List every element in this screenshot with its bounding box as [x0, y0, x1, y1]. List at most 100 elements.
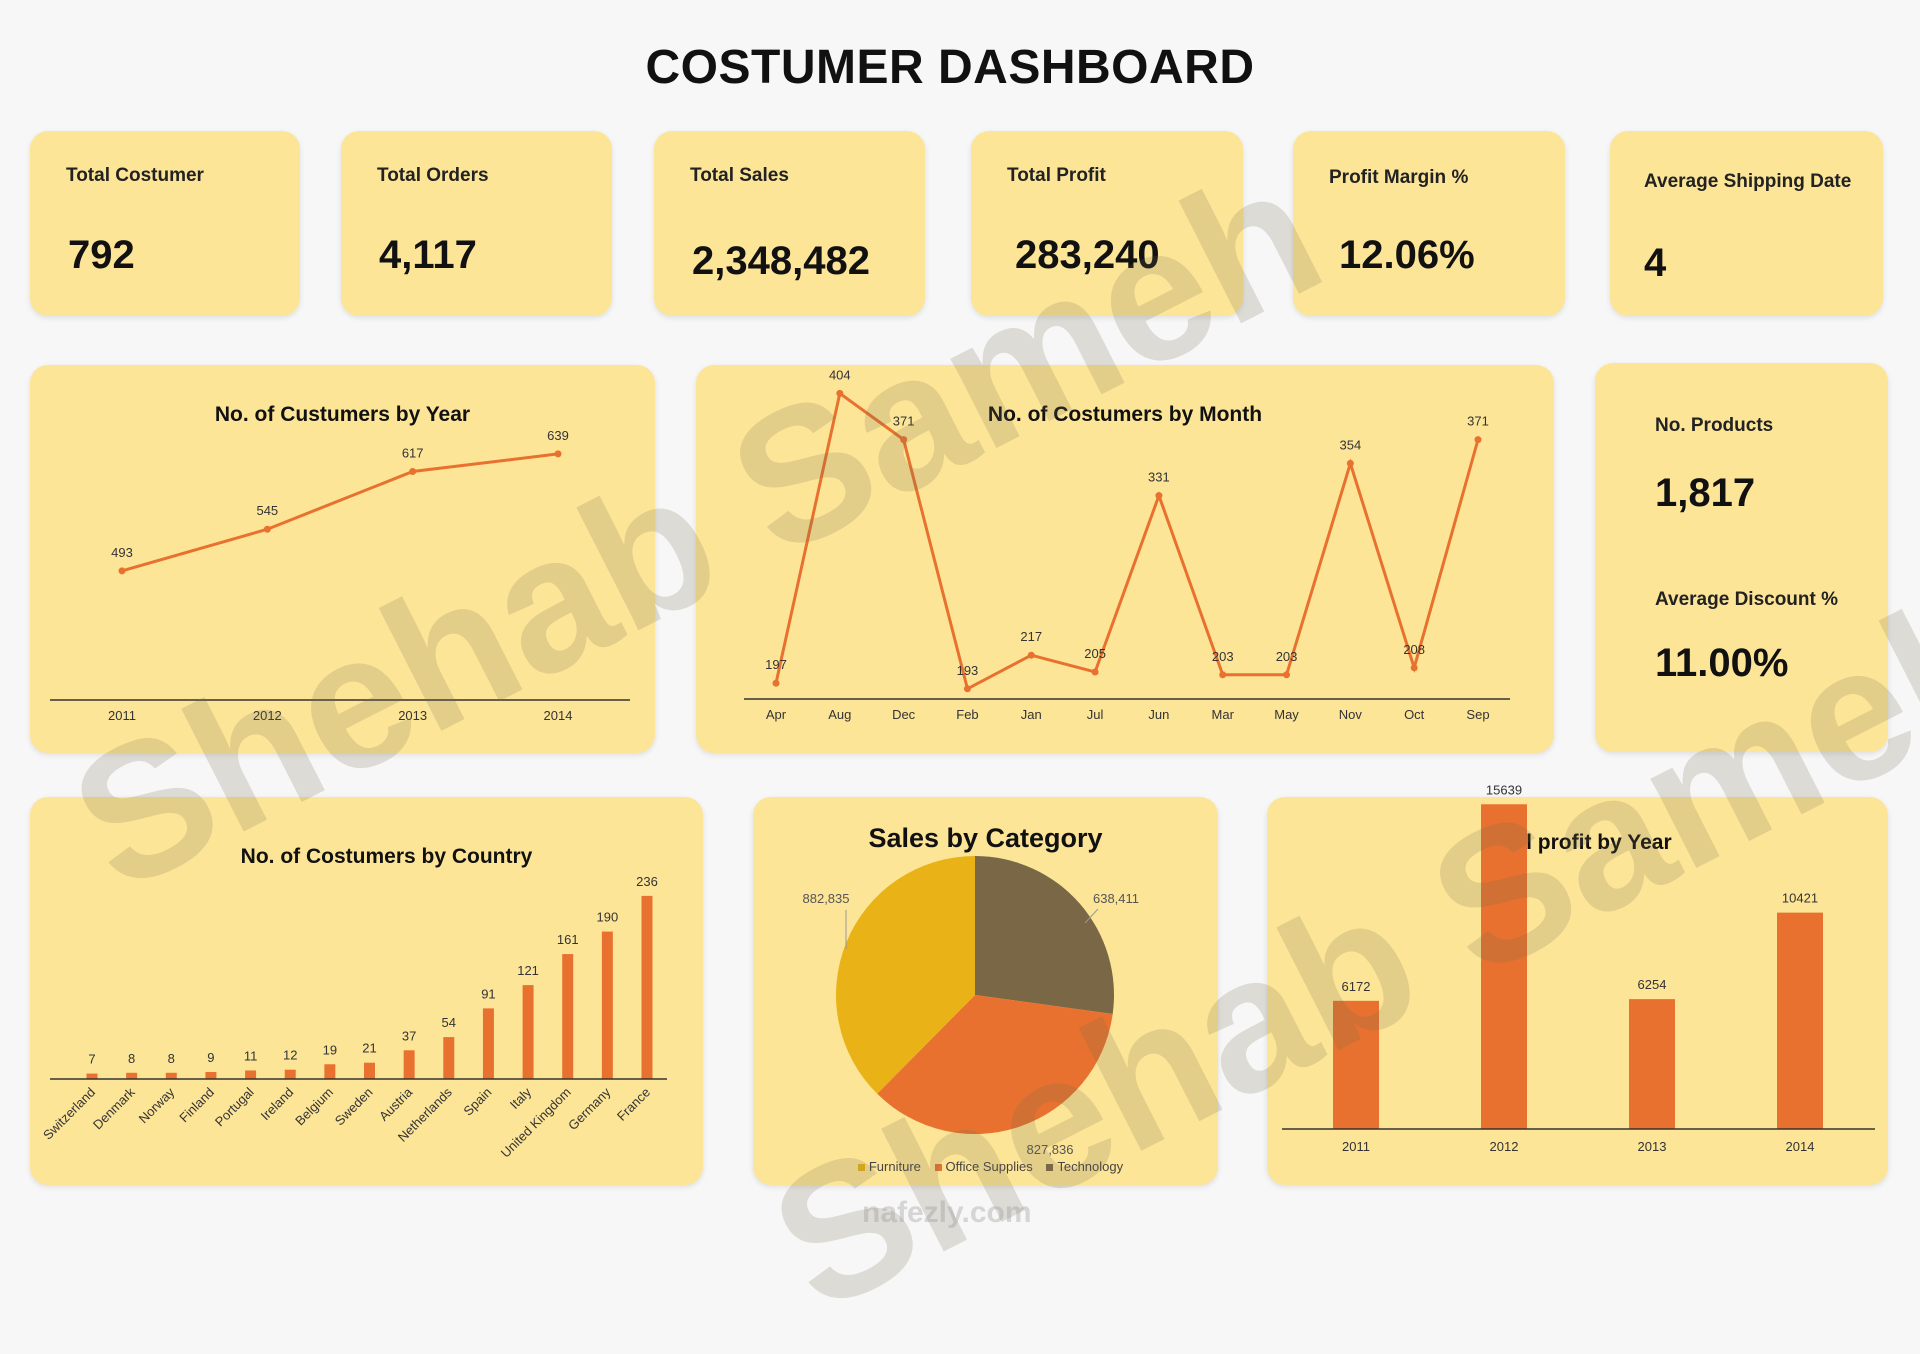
x-tick-label: Apr: [766, 707, 787, 722]
bar: [1629, 999, 1675, 1129]
x-tick-label: 2011: [1342, 1139, 1370, 1154]
x-tick-label: 2013: [398, 708, 427, 723]
kpi-card-total-sales: Total Sales 2,348,482: [654, 131, 925, 316]
data-label: 190: [597, 910, 619, 925]
data-point: [772, 679, 780, 687]
pie-slice: [836, 856, 975, 1094]
kpi-card-total-profit: Total Profit 283,240: [971, 131, 1243, 316]
legend-swatch-furniture: [857, 1164, 865, 1171]
x-tick-label: France: [614, 1085, 653, 1124]
discount-label: Average Discount %: [1655, 589, 1839, 610]
x-tick-label: Oct: [1404, 707, 1425, 722]
bar: [641, 895, 653, 1079]
bar: [245, 1070, 257, 1079]
bar: [1777, 912, 1823, 1129]
chart-card-customers-by-country: No. of Costumers by Country 7 Switzerland…: [30, 797, 703, 1185]
legend-label: Technology: [1057, 1159, 1124, 1174]
x-tick-label: Dec: [892, 707, 916, 722]
watermark-site: nafezly.com: [862, 1196, 1032, 1229]
x-tick-label: Portugal: [212, 1084, 257, 1129]
x-tick-label: Feb: [956, 707, 978, 722]
data-point: [1474, 436, 1482, 444]
data-point: [118, 567, 126, 575]
data-label: 203: [1212, 649, 1234, 664]
chart-title: No. of Costumers by Country: [240, 845, 533, 868]
data-label: 54: [442, 1015, 456, 1030]
x-tick-label: Nov: [1339, 707, 1363, 722]
bar: [1333, 1000, 1379, 1129]
x-tick-label: United Kingdom: [498, 1085, 574, 1161]
x-tick-label: Belgium: [292, 1085, 336, 1129]
dashboard-title: COSTUMER DASHBOARD: [645, 41, 1255, 94]
pie-slice: [975, 856, 1114, 1014]
discount-value: 11.00%: [1655, 641, 1789, 685]
data-label: 8: [168, 1051, 175, 1066]
data-label: 545: [256, 503, 278, 518]
kpi-label: Total Costumer: [66, 165, 204, 186]
x-tick-label: Switzerland: [40, 1085, 98, 1143]
bar: [1481, 804, 1527, 1129]
data-label: 37: [402, 1028, 416, 1043]
data-point: [1283, 671, 1291, 679]
data-label: 617: [402, 446, 424, 461]
chart-card-sales-by-category: Sales by Category 882,835 638,411 827,836 …: [753, 797, 1218, 1185]
data-label: 121: [517, 963, 539, 978]
legend-swatch-technology: [1046, 1164, 1054, 1171]
x-tick-label: Italy: [507, 1084, 535, 1112]
data-label: 21: [362, 1041, 376, 1056]
bar: [86, 1073, 98, 1079]
legend-label: Office Supplies: [945, 1159, 1033, 1174]
data-label: 236: [636, 874, 658, 889]
x-tick-label: Sep: [1466, 707, 1489, 722]
kpi-card-total-orders: Total Orders 4,117: [341, 131, 612, 316]
sales-by-category-chart: 882,835 638,411 827,836: [803, 856, 1139, 1157]
bar: [482, 1008, 494, 1079]
bar: [324, 1064, 336, 1079]
x-tick-label: 2012: [1490, 1139, 1519, 1154]
kpi-value: 4: [1644, 241, 1667, 285]
data-point: [409, 468, 417, 476]
chart-title: Sales by Category: [868, 823, 1103, 853]
data-point: [1027, 651, 1035, 659]
x-tick-label: Sweden: [332, 1085, 376, 1129]
kpi-value: 2,348,482: [692, 239, 870, 283]
chart-title: No. of Custumers by Year: [214, 403, 471, 426]
pie-slice: [877, 995, 1113, 1134]
bar: [522, 985, 534, 1079]
x-tick-label: 2014: [544, 708, 573, 723]
bar: [126, 1072, 138, 1079]
data-label: 371: [1467, 414, 1489, 429]
customers-by-country-chart: 7Switzerland8Denmark8Norway9Finland11Por…: [40, 874, 667, 1161]
data-point: [1346, 459, 1354, 467]
bar: [562, 954, 574, 1079]
kpi-value: 283,240: [1015, 233, 1160, 277]
data-label: 638,411: [1093, 891, 1139, 906]
data-point: [900, 436, 908, 444]
x-tick-label: 2012: [253, 708, 282, 723]
data-label: 404: [829, 367, 851, 382]
bar: [165, 1072, 177, 1079]
data-label: 205: [1084, 646, 1106, 661]
data-label: 639: [547, 428, 569, 443]
kpi-label: Total Profit: [1007, 165, 1106, 186]
kpi-card-total-costumer: Total Costumer 792: [30, 131, 300, 316]
data-label: 12: [283, 1048, 297, 1063]
data-label: 371: [893, 414, 915, 429]
x-tick-label: Jul: [1087, 707, 1104, 722]
customers-by-month-chart: 197 Apr 404 Aug 371 Dec 193 Feb 217 Jan 205 Jul 331 J…: [744, 367, 1510, 722]
data-label: 193: [957, 663, 979, 678]
x-tick-label: Germany: [565, 1084, 614, 1133]
bar: [364, 1062, 375, 1079]
chart-card-customers-by-year: No. of Custumers by Year 493 2011 545 2012 6…: [30, 365, 655, 753]
x-tick-label: Aug: [828, 707, 851, 722]
data-label: 331: [1148, 470, 1170, 485]
data-label: 493: [111, 545, 133, 560]
bar: [601, 931, 613, 1079]
legend-swatch-office-supplies: [934, 1164, 942, 1171]
kpi-label: Total Orders: [377, 165, 489, 186]
x-tick-label: Denmark: [90, 1084, 138, 1132]
bar: [403, 1050, 415, 1079]
data-label: 161: [557, 932, 579, 947]
data-point: [963, 685, 971, 693]
data-label: 11: [244, 1048, 257, 1063]
